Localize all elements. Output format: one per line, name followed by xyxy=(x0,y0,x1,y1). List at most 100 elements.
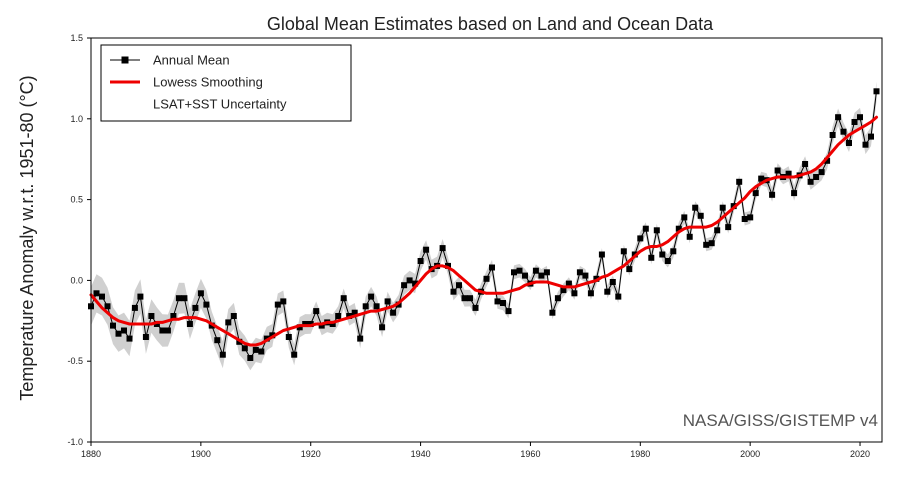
annual-mean-point xyxy=(472,304,479,311)
annual-mean-point xyxy=(670,248,677,255)
annual-mean-point xyxy=(131,304,138,311)
annual-mean-point xyxy=(313,308,320,315)
annual-mean-point xyxy=(291,351,298,358)
annual-mean-point xyxy=(489,264,495,271)
annual-mean-point xyxy=(626,266,633,273)
annual-mean-point xyxy=(241,345,248,352)
annual-mean-point xyxy=(741,216,748,222)
annual-mean-point xyxy=(412,280,419,287)
annual-mean-point xyxy=(719,204,726,211)
annual-mean-point xyxy=(659,251,666,258)
x-tick-label: 1960 xyxy=(520,449,540,459)
legend: Annual Mean Lowess Smoothing LSAT+SST Un… xyxy=(100,44,352,122)
annual-mean-point xyxy=(868,133,874,140)
annual-mean-point xyxy=(368,293,375,300)
annual-mean-point xyxy=(511,269,517,276)
annual-mean-point xyxy=(582,272,589,279)
annual-mean-point xyxy=(373,303,380,310)
annual-mean-point xyxy=(791,190,798,197)
annual-mean-point xyxy=(214,337,221,344)
annual-mean-point xyxy=(873,88,880,95)
annual-mean-point xyxy=(247,355,254,361)
y-tick-label: 0.5 xyxy=(70,195,83,205)
annual-mean-point xyxy=(467,295,473,302)
annual-mean-point xyxy=(516,267,523,274)
annual-mean-point xyxy=(192,304,199,311)
annual-mean-point xyxy=(137,293,144,300)
annual-mean-point xyxy=(598,251,605,258)
annual-mean-point xyxy=(175,295,182,302)
annual-mean-point xyxy=(818,169,825,176)
annual-mean-point xyxy=(692,204,699,211)
annual-mean-point xyxy=(769,191,776,198)
annual-mean-point xyxy=(346,313,353,319)
annual-mean-point xyxy=(258,348,265,355)
annual-mean-point xyxy=(335,313,342,319)
y-tick-label: 1.5 xyxy=(70,33,83,43)
annual-mean-point xyxy=(456,282,462,289)
annual-mean-point xyxy=(653,227,660,234)
annual-mean-point xyxy=(785,170,792,177)
annual-mean-point xyxy=(351,309,358,316)
annual-mean-point xyxy=(686,233,693,240)
annual-mean-point xyxy=(357,335,364,342)
annual-mean-point xyxy=(615,293,622,300)
legend-annual-marker xyxy=(121,56,129,64)
annual-mean-point xyxy=(851,119,858,125)
annual-mean-point xyxy=(461,295,468,302)
annual-mean-point xyxy=(813,174,820,180)
annual-mean-point xyxy=(417,258,424,264)
annual-mean-point xyxy=(203,301,210,308)
annual-mean-point xyxy=(675,225,682,232)
annual-mean-point xyxy=(170,313,177,319)
annual-mean-point xyxy=(522,272,528,279)
annual-mean-point xyxy=(714,227,721,234)
annual-mean-point xyxy=(648,254,655,261)
annual-mean-point xyxy=(159,327,166,334)
annual-mean-point xyxy=(110,322,116,329)
annual-mean-point xyxy=(835,114,842,121)
annual-mean-point xyxy=(219,351,226,358)
annual-mean-point xyxy=(571,290,578,297)
x-tick-label: 1900 xyxy=(191,449,211,459)
legend-lowess-label: Lowess Smoothing xyxy=(153,75,263,90)
annual-mean-point xyxy=(445,262,451,269)
annual-mean-point xyxy=(609,279,616,285)
annual-mean-point xyxy=(642,225,649,232)
annual-mean-point xyxy=(148,313,155,319)
annual-mean-point xyxy=(758,175,765,182)
x-axis-ticks: 1880 1900 1920 1940 1960 1980 2000 2020 xyxy=(81,442,870,459)
uncertainty-band xyxy=(91,81,877,371)
annual-mean-point xyxy=(637,235,644,242)
annual-mean-point xyxy=(115,330,122,337)
annual-mean-point xyxy=(329,321,336,327)
annual-mean-point xyxy=(423,246,430,253)
y-axis-label: Temperature Anomaly w.r.t. 1951-80 (°C) xyxy=(17,75,37,400)
annual-mean-point xyxy=(565,280,572,287)
x-tick-label: 1920 xyxy=(301,449,321,459)
annual-mean-point xyxy=(862,141,869,148)
annual-mean-point xyxy=(747,214,754,221)
y-axis-ticks: -1.0 -0.5 0.0 0.5 1.0 1.5 xyxy=(67,33,91,447)
x-tick-label: 1940 xyxy=(411,449,431,459)
annual-mean-point xyxy=(543,269,550,276)
annual-mean-point xyxy=(93,290,100,297)
annual-mean-point xyxy=(500,300,506,306)
annual-mean-point xyxy=(857,114,863,121)
annual-mean-point xyxy=(505,308,512,315)
annual-mean-point xyxy=(153,321,160,327)
annual-mean-point xyxy=(296,324,303,331)
annual-mean-point xyxy=(560,287,567,294)
x-tick-label: 1880 xyxy=(81,449,101,459)
annual-mean-point xyxy=(450,288,457,295)
annual-mean-point xyxy=(384,298,391,305)
annual-mean-point xyxy=(362,303,369,310)
credit-text: NASA/GISS/GISTEMP v4 xyxy=(683,411,878,430)
legend-annual-label: Annual Mean xyxy=(153,53,230,68)
x-tick-label: 2000 xyxy=(740,449,760,459)
annual-mean-point xyxy=(483,275,490,282)
annual-mean-point xyxy=(620,248,627,255)
annual-mean-point xyxy=(494,298,501,305)
annual-mean-point xyxy=(807,178,814,185)
